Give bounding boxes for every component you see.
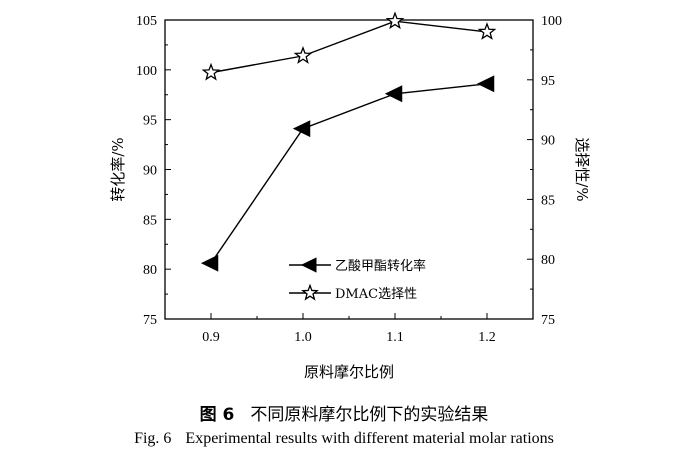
conversion-data-point: [200, 254, 219, 272]
selectivity-data-point: [385, 11, 405, 30]
legend-selectivity-marker: [301, 283, 319, 301]
legend-selectivity-label: DMAC选择性: [335, 287, 417, 302]
plot-area-border: [164, 19, 534, 320]
right-y-tick-label: 80: [541, 253, 555, 268]
conversion-data-point: [292, 120, 311, 138]
left-y-tick-label: 100: [136, 64, 157, 79]
plot-frame: [164, 19, 534, 320]
selectivity-series-line: [210, 20, 488, 74]
legend: 乙酸甲酯转化率 DMAC选择性: [289, 257, 426, 302]
x-tick-label: 0.9: [202, 330, 220, 345]
x-tick-label: 1.1: [386, 330, 404, 345]
conversion-series-line: [210, 83, 488, 264]
left-y-tick-label: 85: [143, 213, 157, 228]
left-y-tick-label: 105: [136, 14, 157, 29]
conversion-data-point: [476, 75, 495, 93]
right-y-tick-label: 90: [541, 134, 555, 149]
right-y-tick-label: 75: [541, 313, 555, 328]
figure-caption-cn: 图 6 不同原料摩尔比例下的实验结果: [0, 400, 688, 425]
figure-title-cn: 不同原料摩尔比例下的实验结果: [250, 405, 489, 425]
left-y-tick-label: 80: [143, 263, 157, 278]
selectivity-data-point: [477, 22, 497, 40]
selectivity-data-point: [201, 62, 221, 81]
right-y-tick-label: 100: [541, 14, 562, 29]
right-y-axis-title: 选择性/%: [573, 137, 591, 201]
x-axis-title: 原料摩尔比例: [304, 363, 394, 381]
left-y-tick-label: 95: [143, 114, 157, 129]
selectivity-data-point: [293, 46, 313, 64]
figure-caption-en: Fig. 6 Experimental results with differen…: [0, 430, 688, 448]
chart: 75 80 85 90 95 100 105 75 80 85 90 95 100 0.9 1.0 1.1 1.…: [109, 11, 591, 381]
x-tick-label: 1.0: [294, 330, 312, 345]
legend-conversion-label: 乙酸甲酯转化率: [335, 258, 426, 274]
left-y-tick-label: 90: [143, 164, 157, 179]
figure-number-cn: 图 6: [199, 405, 235, 425]
x-tick-label: 1.2: [478, 330, 496, 345]
axis-ticks: 75 80 85 90 95 100 105 75 80 85 90 95 100 0.9 1.0 1.1 1.…: [109, 14, 591, 381]
left-y-axis-title: 转化率/%: [109, 137, 127, 201]
series-layer: [200, 11, 497, 272]
figure-title-en: Experimental results with different mate…: [185, 430, 554, 447]
legend-conversion-marker: [300, 257, 317, 273]
left-y-tick-label: 75: [143, 313, 157, 328]
conversion-data-point: [384, 85, 403, 103]
right-y-tick-label: 95: [541, 74, 555, 89]
right-y-tick-label: 85: [541, 193, 555, 208]
figure-number-en: Fig. 6: [134, 430, 172, 447]
